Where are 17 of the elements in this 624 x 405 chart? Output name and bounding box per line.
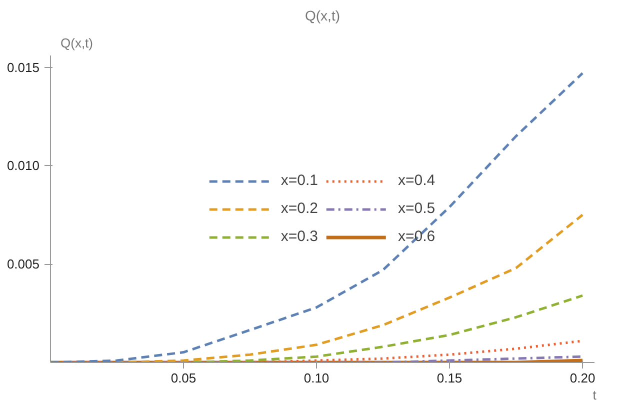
x-tick-label: 0.15 (436, 370, 462, 386)
legend-label: x=0.3 (280, 228, 318, 245)
line-series (50, 72, 584, 362)
y-tick-label: 0.005 (6, 256, 40, 272)
legend-label: x=0.1 (280, 172, 318, 189)
x-tick-label: 0.05 (170, 370, 196, 386)
chart-title: Q(x,t) (305, 8, 340, 24)
legend-label: x=0.6 (398, 228, 436, 245)
legend-label: x=0.5 (398, 200, 436, 217)
y-tick-label: 0.015 (6, 60, 40, 75)
y-axis-title: Q(x,t) (60, 36, 93, 50)
legend-label: x=0.2 (280, 200, 318, 217)
x-axis-title: t (592, 388, 597, 402)
x-tick-label: 0.10 (304, 370, 330, 386)
y-tick-label: 0.010 (6, 158, 40, 174)
legend-label: x=0.4 (398, 172, 436, 189)
x-tick-label: 0.20 (570, 370, 596, 386)
